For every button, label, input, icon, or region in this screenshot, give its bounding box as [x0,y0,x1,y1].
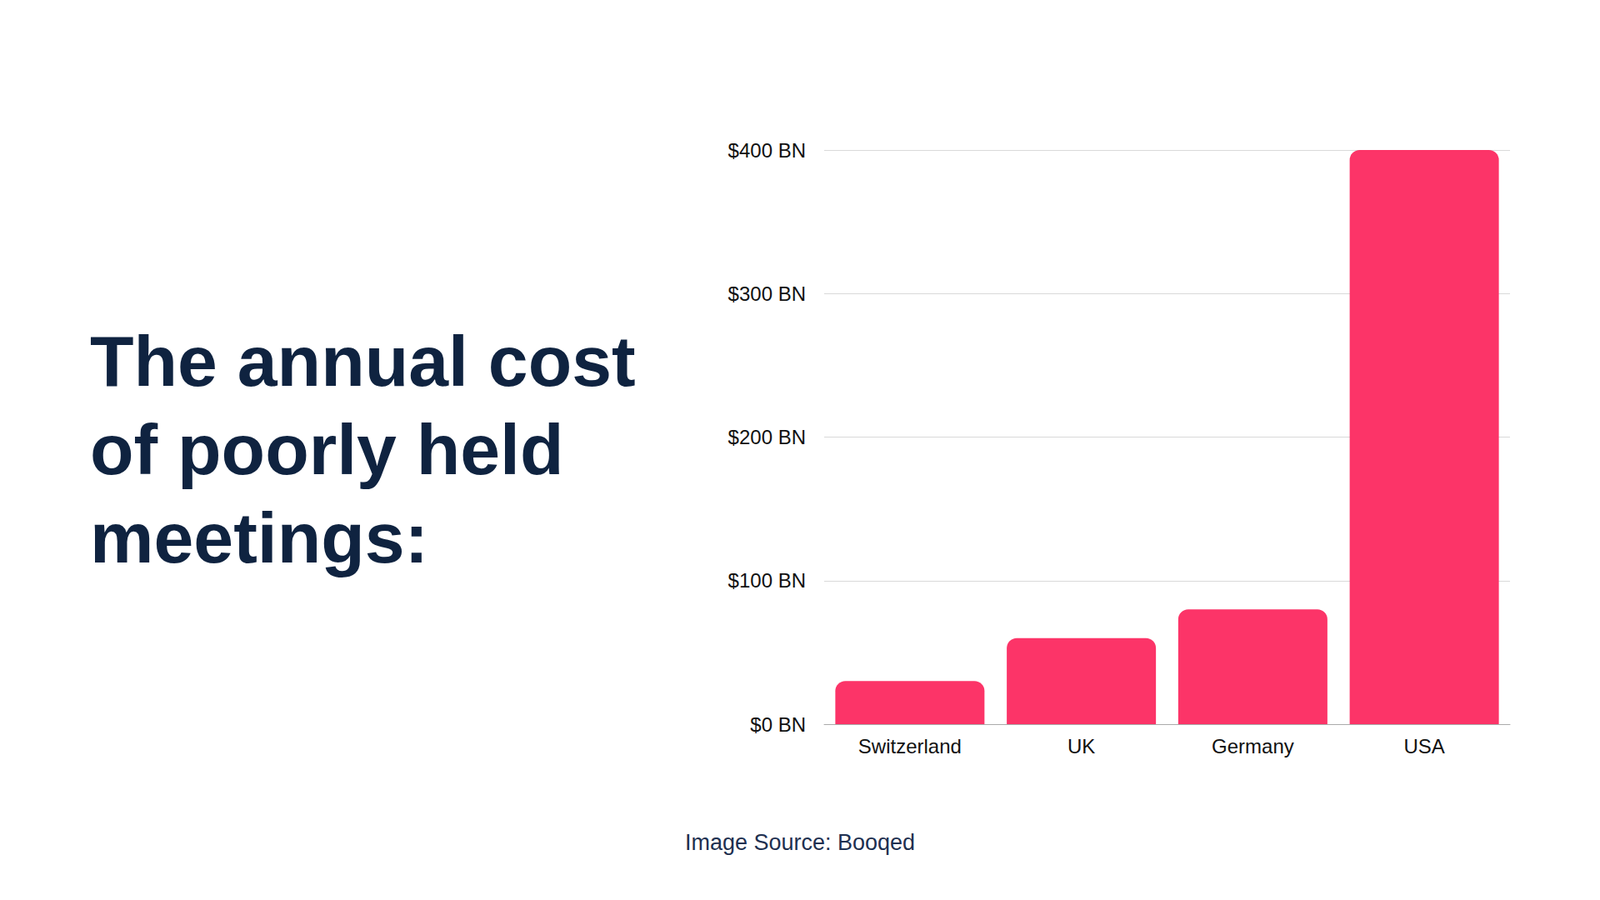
svg-text:$100 BN: $100 BN [728,569,806,592]
svg-text:$300 BN: $300 BN [728,282,806,305]
svg-text:$200 BN: $200 BN [728,425,806,449]
svg-text:Switzerland: Switzerland [858,735,962,758]
svg-text:Germany: Germany [1211,735,1295,758]
svg-text:USA: USA [1403,735,1445,758]
svg-text:$400 BN: $400 BN [728,139,806,162]
svg-text:$0 BN: $0 BN [750,713,806,736]
svg-text:UK: UK [1067,735,1095,758]
html-text:The annual cost of poorly held: The annual cost of poorly held meetings: [90,320,636,578]
html-text:Image Source: Booqed: Image Source: Booqed [684,830,916,855]
